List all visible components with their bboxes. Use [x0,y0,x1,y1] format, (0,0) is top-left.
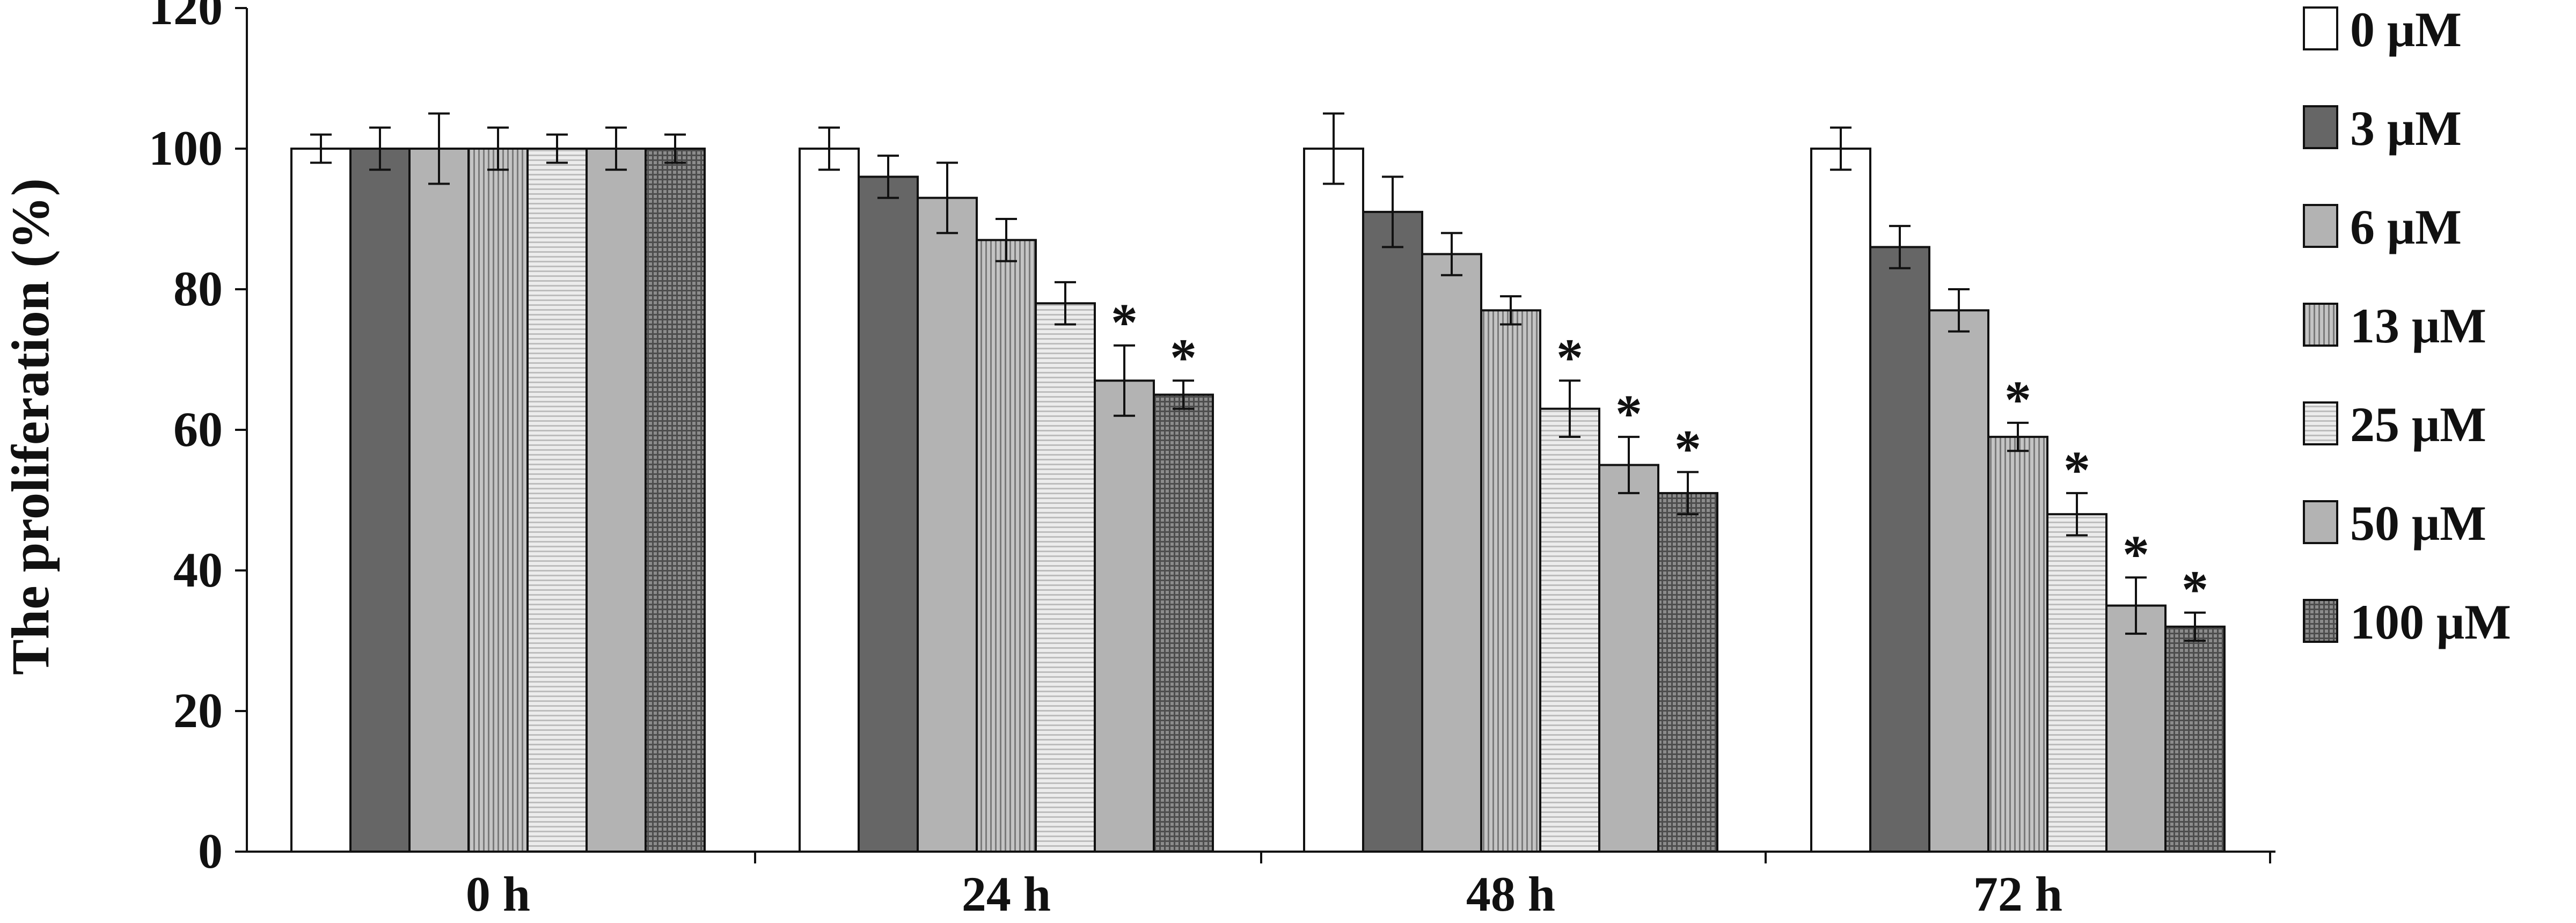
y-axis: 0 20 40 60 80 100 120 [149,0,248,878]
legend-label: 6 μM [2350,200,2462,254]
significance-star: * [1615,384,1642,443]
legend-label: 0 μM [2350,2,2462,57]
x-category-label: 48 h [1466,867,1555,921]
legend-label: 3 μM [2350,101,2462,156]
significance-star: * [2182,560,2208,619]
significance-star: * [1111,292,1138,352]
bar [290,148,352,853]
bar [1539,407,1600,853]
bar [645,148,706,853]
y-tick-label: 60 [173,402,223,457]
y-tick-label: 100 [149,121,223,175]
x-category-label: 72 h [1973,867,2062,921]
significance-star: * [2123,524,2149,584]
legend-label: 50 μM [2350,496,2486,551]
y-tick-label: 120 [149,0,223,35]
bar [1987,436,2048,853]
significance-star: * [1556,327,1583,387]
legend-item: 13 μM [2303,298,2486,353]
legend-swatch [2303,303,2338,347]
legend: 0 μM 3 μM 6 μM 13 μM 25 μM 50 μM 100 μM [2303,2,2511,649]
bar [1153,393,1214,853]
legend-label: 13 μM [2350,298,2486,353]
significance-star: * [2063,440,2090,500]
legend-swatch [2303,500,2338,544]
significance-star: * [2004,370,2031,429]
y-tick-label: 0 [198,824,223,878]
bar [1035,302,1096,853]
bar [1598,464,1659,853]
bar [799,148,860,853]
bar-group: * * * * [1810,126,2226,853]
x-category-label: 24 h [962,867,1051,921]
bar [349,148,411,853]
bar [1657,492,1718,853]
bar [586,148,647,853]
bar [1362,210,1423,853]
y-tick-label: 20 [173,683,223,738]
bar [858,175,919,853]
bar [1480,309,1541,853]
bar [1810,148,1871,853]
bar [1303,148,1364,853]
legend-item: 100 μM [2303,595,2511,649]
significance-star: * [1170,327,1197,387]
bar [1928,309,1989,853]
y-axis-title: The proliferation (%) [1,178,60,675]
y-tick-label: 80 [173,261,223,316]
bar [408,148,470,853]
legend-swatch [2303,204,2338,248]
bar [2046,513,2107,853]
legend-swatch [2303,105,2338,149]
legend-item: 6 μM [2303,200,2462,254]
legend-item: 50 μM [2303,496,2486,551]
legend-swatch [2303,599,2338,643]
bar-group: ** [799,126,1214,853]
legend-label: 25 μM [2350,397,2486,452]
bar [917,196,978,853]
y-tick-label: 40 [173,543,223,597]
legend-item: 3 μM [2303,101,2462,156]
bar [526,148,588,853]
bar [2164,625,2226,853]
legend-swatch [2303,401,2338,445]
bar-group: * * * [1303,112,1718,853]
legend-item: 0 μM [2303,2,2462,57]
bar [1094,379,1155,853]
bar [1421,253,1482,853]
bar [976,239,1037,853]
bar [467,148,529,853]
legend-item: 25 μM [2303,397,2486,452]
legend-label: 100 μM [2350,595,2511,649]
bar-groups: ** ******* [290,112,2226,853]
legend-swatch [2303,6,2338,50]
bar-group [290,112,706,853]
x-category-label: 0 h [466,867,530,921]
x-axis: 0 h 24 h 48 h 72 h [247,851,2275,921]
bar [1869,246,1930,853]
significance-star: * [1674,419,1701,479]
bar [2105,604,2167,853]
